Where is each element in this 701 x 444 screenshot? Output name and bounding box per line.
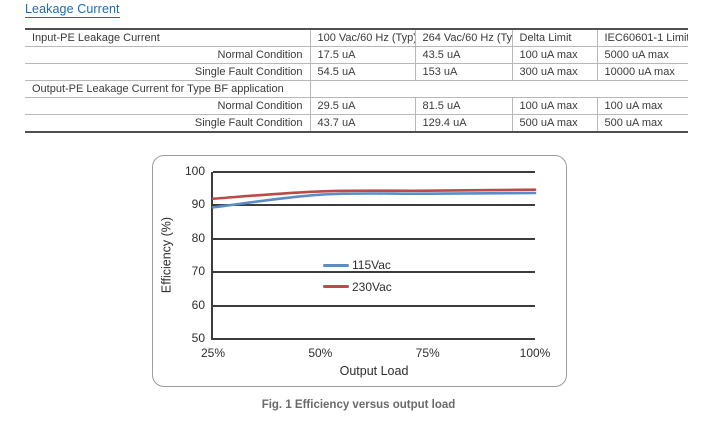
- y-tick-label: 90: [191, 197, 205, 212]
- value-cell: 129.4 uA: [414, 114, 512, 132]
- col-header-cell: Delta Limit: [511, 29, 597, 47]
- table-row-output-normal: Normal Condition 29.5 uA 81.5 uA 100 uA …: [25, 97, 688, 115]
- x-tick-label: 100%: [519, 346, 551, 360]
- y-tick-label: 100: [184, 164, 205, 178]
- row-label-cell: Output-PE Leakage Current for Type BF ap…: [25, 80, 310, 98]
- section-heading: Leakage Current: [25, 2, 120, 18]
- legend-entry-115vac: 115Vac: [323, 258, 391, 272]
- y-tick-label: 50: [191, 331, 205, 345]
- series-lines: [211, 188, 537, 209]
- series-line-115vac: [211, 191, 537, 209]
- figure-caption: Fig. 1 Efficiency versus output load: [261, 399, 456, 411]
- table-row-output-single-fault: Single Fault Condition 43.7 uA 129.4 uA …: [25, 114, 688, 132]
- leakage-current-table: Input-PE Leakage Current 100 Vac/60 Hz (…: [25, 28, 688, 133]
- y-axis-line: [211, 172, 213, 340]
- table-row-output-pe-header: Output-PE Leakage Current for Type BF ap…: [25, 80, 688, 98]
- x-axis-title: Output Load: [339, 364, 409, 378]
- value-cell: 153 uA: [414, 63, 512, 81]
- gridline: [213, 338, 535, 340]
- col-header-cell: IEC60601-1 Limit: [596, 29, 688, 47]
- value-cell: 43.7 uA: [309, 114, 415, 132]
- legend-label: 230Vac: [352, 279, 392, 294]
- value-cell: 43.5 uA: [414, 46, 512, 64]
- row-label-cell: Single Fault Condition: [25, 63, 310, 81]
- row-label-cell: Single Fault Condition: [25, 114, 310, 132]
- x-tick-label: 25%: [200, 346, 226, 360]
- col-header-cell: 100 Vac/60 Hz (Typ): [309, 29, 415, 47]
- value-cell: 17.5 uA: [309, 46, 415, 64]
- y-tick-label: 70: [191, 264, 205, 279]
- empty-span-cell: [309, 80, 688, 98]
- value-cell: 81.5 uA: [414, 97, 512, 115]
- value-cell: 54.5 uA: [309, 63, 415, 81]
- value-cell: 10000 uA max: [596, 63, 688, 81]
- gridline: [213, 171, 535, 173]
- table-row-input-normal: Normal Condition 17.5 uA 43.5 uA 100 uA …: [25, 46, 688, 64]
- value-cell: 5000 uA max: [596, 46, 688, 64]
- row-label-cell: Normal Condition: [25, 46, 310, 64]
- legend-entry-230vac: 230Vac: [323, 280, 392, 294]
- row-label-cell: Input-PE Leakage Current: [32, 32, 160, 44]
- gridline: [213, 204, 535, 207]
- gridline: [213, 237, 535, 240]
- value-cell: 100 uA max: [596, 97, 688, 115]
- legend-line-swatch: [323, 263, 349, 267]
- table-row-input-single-fault: Single Fault Condition 54.5 uA 153 uA 30…: [25, 63, 688, 81]
- series-line-230vac: [211, 188, 537, 201]
- value-cell: 100 uA max: [511, 97, 597, 115]
- gridline: [213, 304, 535, 307]
- value-cell: 300 uA max: [511, 63, 597, 81]
- y-tick-label: 60: [191, 297, 205, 312]
- x-tick-label: 75%: [415, 346, 440, 360]
- col-header-cell: 264 Vac/60 Hz (Typ): [414, 29, 512, 47]
- efficiency-chart: Efficiency (%) Output Load 50 60 70 80 90 100…: [152, 155, 567, 387]
- value-cell: 500 uA max: [596, 114, 688, 132]
- value-cell: 29.5 uA: [309, 97, 415, 115]
- row-label-cell: Normal Condition: [25, 97, 310, 115]
- table-row-input-pe-header: Input-PE Leakage Current 100 Vac/60 Hz (…: [25, 29, 688, 47]
- y-tick-label: 80: [191, 230, 205, 245]
- legend-label: 115Vac: [352, 258, 391, 272]
- legend-line-swatch: [323, 285, 349, 288]
- value-cell: 100 uA max: [511, 46, 597, 64]
- x-tick-label: 50%: [308, 346, 333, 360]
- value-cell: 500 uA max: [511, 114, 597, 132]
- gridline: [213, 271, 535, 274]
